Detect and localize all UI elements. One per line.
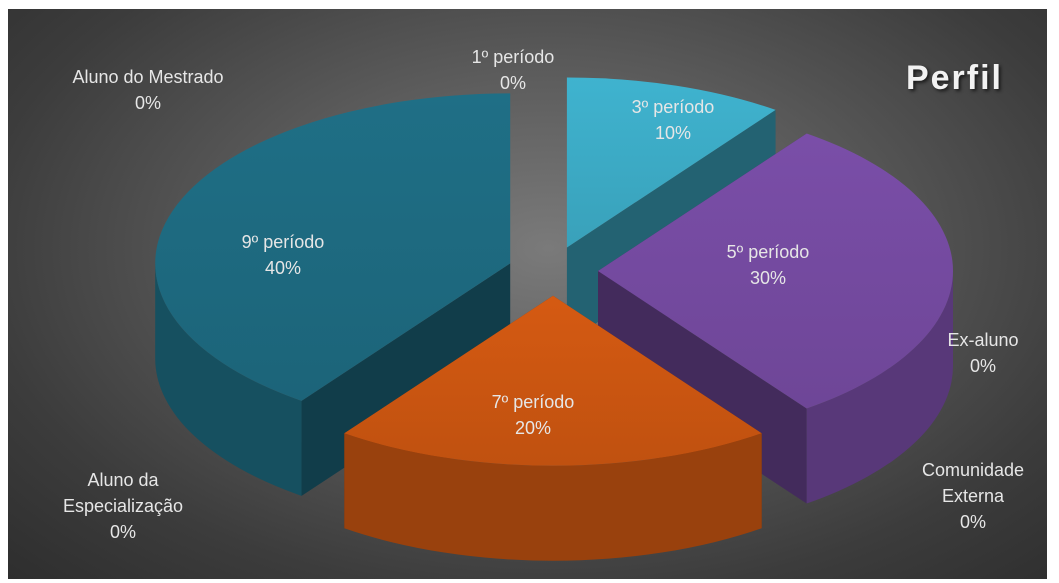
slice-label-7-periodo: 7º período 20%: [491, 392, 575, 438]
pie-slice-top: [344, 295, 762, 466]
chart-area: Perfil 1º período 0% 3º período 10% 5º per…: [8, 9, 1047, 579]
pie-chart: [155, 77, 953, 561]
pie-slice-top: [155, 93, 511, 401]
pie-slice-top: [598, 133, 953, 409]
pie-slice-top: [566, 77, 776, 248]
pie-slice-rim: [155, 263, 302, 496]
slice-label-comunidade-externa: Comunidade Externa 0%: [921, 460, 1025, 532]
chart-title: Perfil: [905, 59, 1003, 97]
pie-slice-7-per-odo: [344, 295, 762, 561]
pie-slice-rim: [806, 271, 953, 504]
pie-slice-5-per-odo: [598, 133, 953, 504]
slice-label-5-periodo: 5º período 30%: [726, 242, 810, 288]
pie-slice-rim: [344, 433, 762, 561]
slice-label-aluno-do-mestrado: Aluno do Mestrado 0%: [72, 67, 224, 113]
slice-label-ex-aluno: Ex-aluno 0%: [947, 330, 1019, 376]
slice-label-aluno-da-especializacao: Aluno da Especialização 0%: [62, 470, 184, 542]
slice-label-1-periodo: 1º período 0%: [471, 47, 555, 93]
slice-label-9-periodo: 9º período 40%: [241, 232, 325, 278]
slice-label-3-periodo: 3º período 10%: [631, 97, 715, 143]
